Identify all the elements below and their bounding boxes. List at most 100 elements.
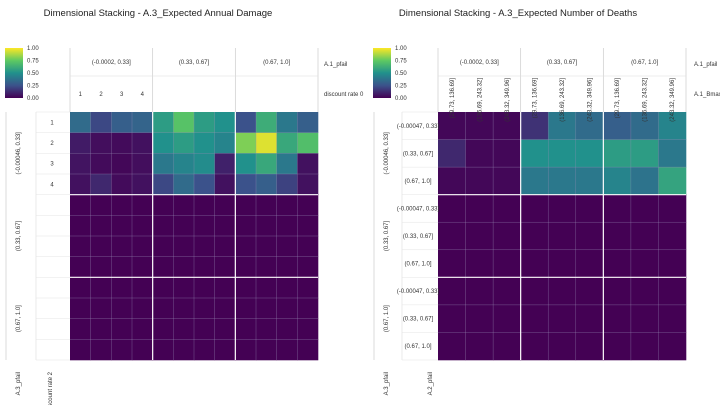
- heatmap-cell: [603, 194, 632, 223]
- heatmap-cell: [520, 222, 549, 251]
- col-outer-label: (0.33, 0.67]: [179, 60, 210, 66]
- heatmap-cell: [548, 112, 577, 140]
- heatmap-cell: [603, 222, 632, 251]
- heatmap-cell: [90, 132, 112, 154]
- heatmap-cell: [575, 222, 604, 251]
- heatmap-cell: [194, 215, 215, 237]
- row-outer-label: (-0.00046, 0.33]: [384, 132, 390, 175]
- heatmap-cell: [658, 194, 687, 223]
- col-outer-label: (0.33, 0.67]: [547, 60, 578, 66]
- heatmap-cell: [575, 332, 604, 361]
- row-inner-label: (-0.00047, 0.33]: [397, 289, 440, 295]
- heatmap-cell: [214, 318, 236, 340]
- colorbar-tick-label: 0.25: [27, 84, 39, 90]
- heatmap-cell: [603, 249, 632, 278]
- heatmap-cell: [276, 339, 298, 361]
- col-inner-label: (136.69, 243.32]: [560, 78, 566, 122]
- heatmap-cell: [235, 318, 257, 340]
- heatmap-cell: [493, 222, 521, 251]
- heatmap-cell: [173, 277, 195, 299]
- heatmap-cell: [276, 215, 298, 237]
- col-inner-dimension-label: A.1_Bmax: [694, 92, 720, 98]
- heatmap-cell: [132, 112, 153, 133]
- col-inner-label: (243.32, 349.96]: [670, 78, 676, 122]
- row-inner-label: 3: [50, 162, 54, 168]
- row-inner-label: 4: [50, 182, 54, 188]
- heatmap-cell: [70, 174, 91, 195]
- heatmap-cell: [235, 256, 257, 278]
- heatmap-cell: [603, 304, 632, 333]
- heatmap-cell: [173, 194, 195, 216]
- heatmap-cell: [90, 256, 112, 278]
- colorbar-tick-label: 0.75: [27, 59, 39, 65]
- heatmap-cell: [90, 236, 112, 257]
- heatmap-cell: [465, 304, 494, 333]
- col-inner-label: 4: [141, 92, 145, 98]
- row-inner-label: (0.33, 0.67]: [403, 317, 434, 323]
- heatmap-cell: [132, 215, 153, 237]
- heatmap-cell: [194, 318, 215, 340]
- heatmap-cell: [70, 194, 91, 216]
- heatmap-cell: [152, 215, 174, 237]
- heatmap-cell: [235, 339, 257, 361]
- heatmap-cell: [256, 153, 277, 175]
- heatmap-cell: [70, 318, 91, 340]
- col-inner-dimension-label: discount rate 0: [324, 92, 364, 98]
- heatmap-cell: [520, 112, 549, 140]
- row-inner-label: 2: [50, 141, 54, 147]
- heatmap-cell: [297, 112, 319, 133]
- heatmap-cell: [90, 298, 112, 319]
- heatmap-cell: [111, 132, 133, 154]
- heatmap-cell: [493, 167, 521, 195]
- chart-title-right: Dimensional Stacking - A.3_Expected Numb…: [399, 8, 637, 19]
- col-outer-dimension-label: A.1_pfail: [324, 62, 347, 68]
- col-inner-label: (29.73, 136.69]: [615, 78, 621, 119]
- heatmap-cell: [520, 139, 549, 168]
- heatmap-cell: [575, 304, 604, 333]
- heatmap-cell: [493, 277, 521, 306]
- heatmap-cell: [276, 174, 298, 195]
- heatmap-cell: [603, 167, 632, 195]
- heatmap-cell: [194, 236, 215, 257]
- heatmap-cell: [548, 304, 577, 333]
- heatmap-cell: [603, 332, 632, 361]
- col-inner-label: (29.73, 136.69]: [450, 78, 456, 119]
- col-inner-label: (243.32, 349.96]: [505, 78, 511, 122]
- heatmap-number-of-deaths: 1.00 0.75 0.50 0.25 0.00 (-0.0002, 0.33] (0.33…: [373, 46, 720, 395]
- heatmap-cell: [214, 277, 236, 299]
- heatmap-cell: [214, 339, 236, 361]
- heatmap-cell: [111, 256, 133, 278]
- heatmap-cell: [152, 298, 174, 319]
- heatmap-cell: [152, 256, 174, 278]
- row-inner-dimension-label: A.2_pfail: [428, 372, 434, 395]
- heatmap-cell: [132, 298, 153, 319]
- heatmap-cell: [111, 215, 133, 237]
- heatmap-cell: [276, 298, 298, 319]
- heatmap-cell: [132, 236, 153, 257]
- heatmap-cell: [70, 277, 91, 299]
- heatmap-cell: [438, 112, 466, 140]
- heatmap-cell: [235, 236, 257, 257]
- colorbar: [5, 48, 23, 98]
- heatmap-cell: [132, 277, 153, 299]
- heatmap-cell: [276, 132, 298, 154]
- heatmap-cell: [70, 236, 91, 257]
- heatmap-cell: [297, 339, 319, 361]
- heatmap-cell: [70, 153, 91, 175]
- heatmap-cell: [520, 277, 549, 306]
- heatmap-cell: [548, 249, 577, 278]
- heatmap-cell: [438, 332, 466, 361]
- heatmap-cell: [297, 277, 319, 299]
- heatmap-cell: [493, 304, 521, 333]
- heatmap-cell: [132, 339, 153, 361]
- heatmap-cell: [575, 139, 604, 168]
- col-outer-label: (-0.0002, 0.33]: [92, 60, 131, 66]
- heatmap-cell: [438, 194, 466, 223]
- row-outer-label: (0.33, 0.67]: [384, 220, 390, 251]
- heatmap-cell: [214, 256, 236, 278]
- heatmap-cell: [90, 318, 112, 340]
- heatmap-cell: [194, 194, 215, 216]
- heatmap-cell: [173, 153, 195, 175]
- row-inner-label: (-0.00047, 0.33]: [397, 124, 440, 130]
- heatmap-cell: [548, 167, 577, 195]
